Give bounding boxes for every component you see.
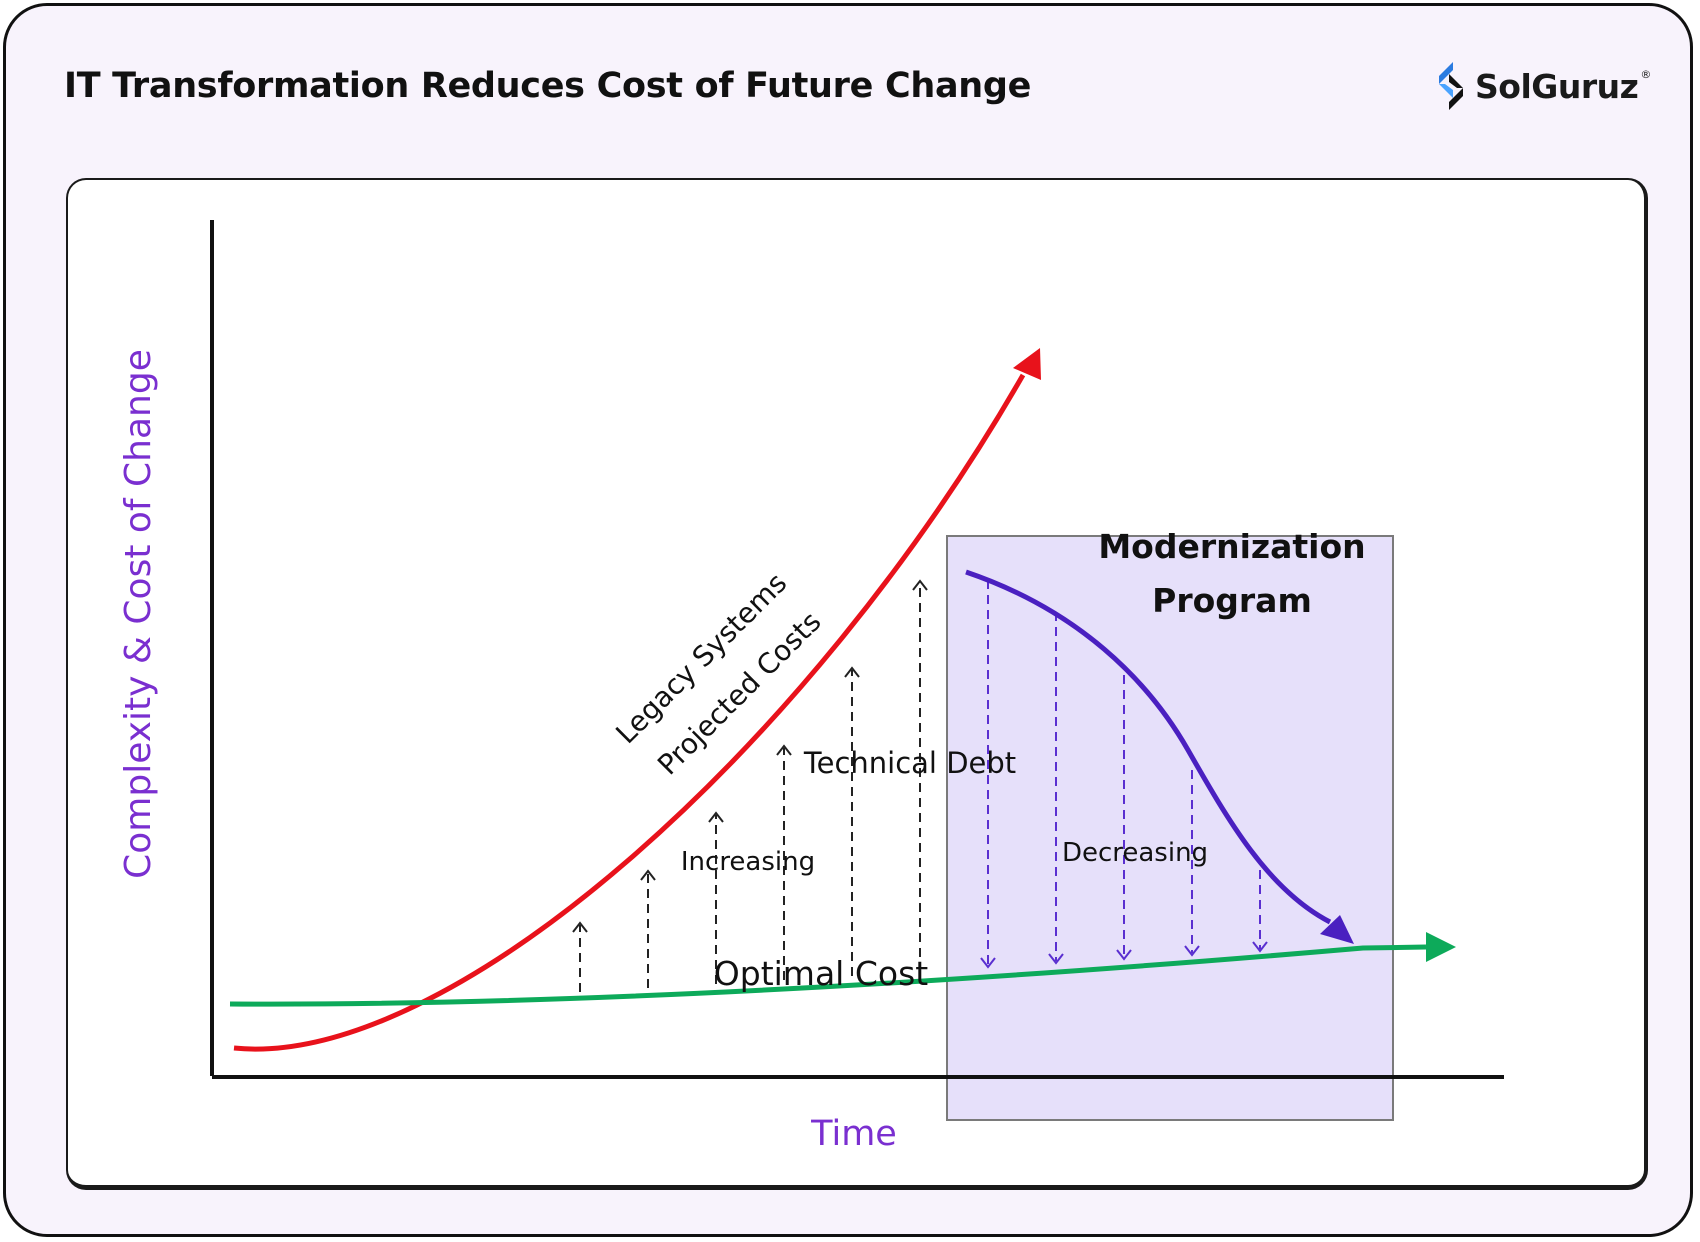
debt-arrow-2-head <box>640 869 656 881</box>
modernization-label-line1: Modernization <box>1098 527 1365 566</box>
page-title: IT Transformation Reduces Cost of Future… <box>64 66 1032 106</box>
optimal-cost-arrowhead <box>1426 932 1456 962</box>
debt-arrow-1-head <box>572 921 588 933</box>
modernization-curve <box>965 569 1332 925</box>
debt-arrow-3-head <box>708 811 724 823</box>
technical-debt-label: Technical Debt <box>803 746 1016 780</box>
registered-mark: ® <box>1640 68 1652 81</box>
increasing-debt-arrows <box>572 579 928 992</box>
reduction-arrow-2-head <box>1048 953 1064 965</box>
increasing-label: Increasing <box>681 847 815 877</box>
solguruz-logo-icon <box>1439 62 1463 110</box>
diagram-card: Complexity & Cost of Change Time Legacy … <box>66 178 1648 1190</box>
legacy-cost-arrowhead <box>1013 348 1041 380</box>
debt-arrow-6-head <box>912 579 928 591</box>
y-axis-label: Complexity & Cost of Change <box>118 349 159 879</box>
brand-logo: SolGuruz ® <box>1431 58 1651 114</box>
reduction-arrow-3-head <box>1116 949 1132 961</box>
modernization-program-box <box>946 535 1394 1121</box>
modernization-label-line2: Program <box>1152 581 1312 620</box>
debt-arrow-5-head <box>844 666 860 678</box>
reduction-arrow-4-head <box>1184 945 1200 957</box>
brand-name: SolGuruz <box>1475 66 1639 106</box>
legacy-cost-curve <box>233 373 1026 1052</box>
optimal-cost-curve <box>229 944 1427 1007</box>
cost-of-change-diagram: Complexity & Cost of Change Time Legacy … <box>118 220 1504 1154</box>
decreasing-cost-arrows <box>980 580 1268 969</box>
x-axis-label: Time <box>810 1114 897 1154</box>
infographic-frame: IT Transformation Reduces Cost of Future… <box>3 3 1693 1237</box>
optimal-cost-label: Optimal Cost <box>714 954 928 993</box>
modernization-arrowhead <box>1320 915 1354 944</box>
reduction-arrow-1-head <box>980 957 996 969</box>
decreasing-label: Decreasing <box>1062 838 1208 868</box>
debt-arrow-4-head <box>776 744 792 756</box>
reduction-arrow-5-head <box>1252 941 1268 953</box>
